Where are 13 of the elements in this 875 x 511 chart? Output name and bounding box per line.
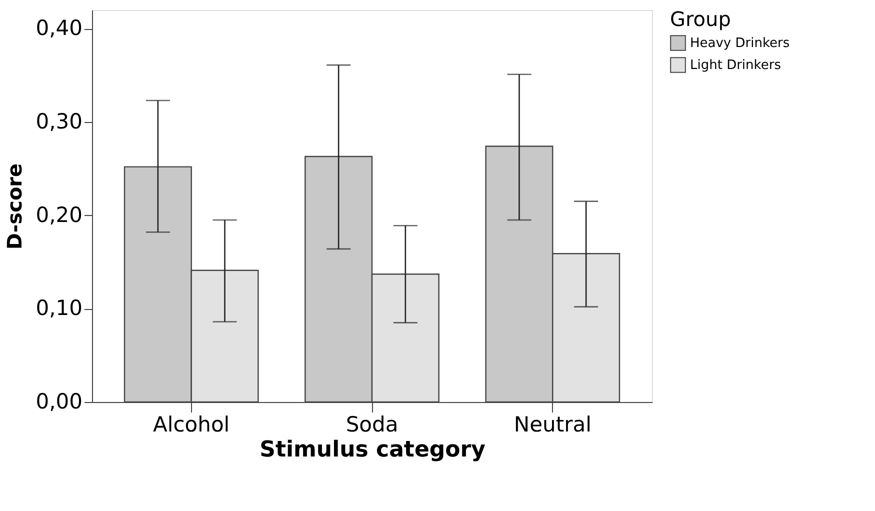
legend-label: Light Drinkers <box>690 58 782 73</box>
y-tick-label: 0,40 <box>36 16 82 40</box>
legend-title: Group <box>670 7 731 31</box>
y-tick-label: 0,30 <box>36 110 82 134</box>
x-tick-label: Neutral <box>514 412 592 436</box>
y-tick-label: 0,10 <box>36 296 82 320</box>
legend-label: Heavy Drinkers <box>690 36 790 51</box>
y-tick-label: 0,00 <box>36 390 82 414</box>
y-tick-label: 0,20 <box>36 202 82 227</box>
x-axis-title: Stimulus category <box>260 438 486 462</box>
x-tick-label: Soda <box>346 412 398 436</box>
y-axis-title: D-score <box>2 163 27 250</box>
x-tick-label: Alcohol <box>153 412 230 436</box>
